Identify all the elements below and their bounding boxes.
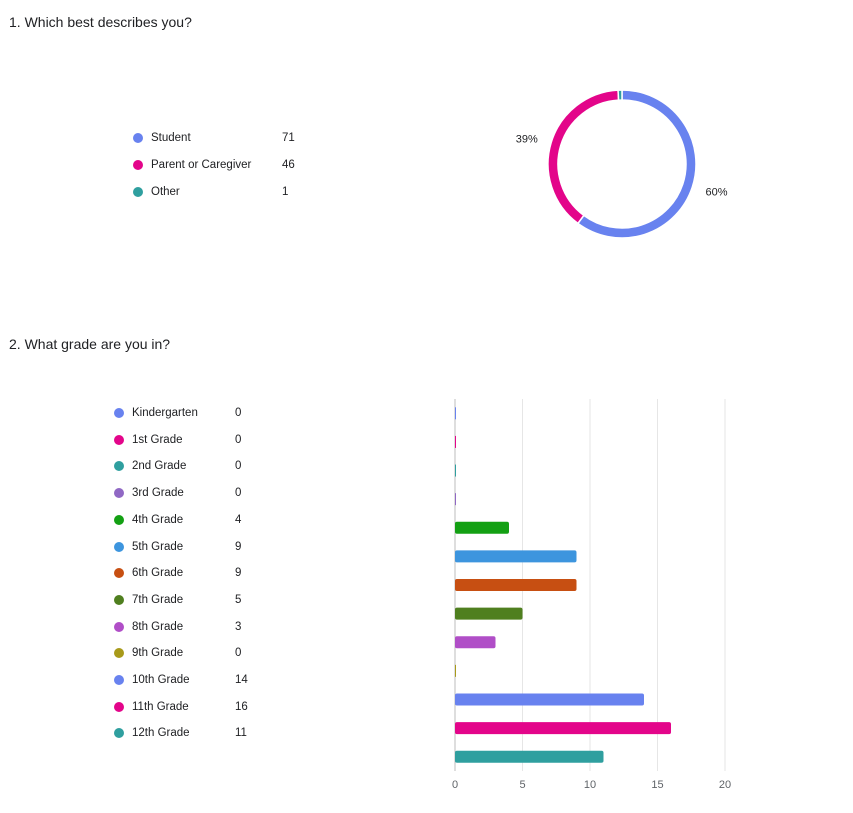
bar-7th-grade [455, 607, 523, 620]
x-tick-label: 0 [452, 779, 458, 791]
question-2-title: 2. What grade are you in? [9, 336, 171, 352]
legend-label: Kindergarten [132, 407, 198, 419]
legend-count: 1 [282, 186, 289, 198]
legend-label: Parent or Caregiver [151, 159, 252, 171]
legend-item-3rd-grade: 3rd Grade 0 [114, 485, 314, 501]
legend-label: 8th Grade [132, 620, 184, 633]
legend-item-8th-grade: 8th Grade 3 [114, 619, 314, 635]
bar-1st-grade [455, 435, 456, 448]
legend-item-1st-grade: 1st Grade 0 [114, 432, 314, 448]
donut-percent-label: 39% [516, 134, 538, 146]
legend-label: 6th Grade [132, 567, 184, 580]
legend-item-12th-grade: 12th Grade 11 [114, 725, 314, 741]
legend-item-11th-grade: 11th Grade 16 [114, 699, 314, 715]
legend-count: 9 [235, 567, 242, 580]
legend-count: 0 [235, 647, 242, 660]
legend-count: 0 [235, 460, 242, 473]
legend-count: 46 [282, 159, 295, 171]
legend-label: Other [151, 186, 180, 198]
donut-slice-other [617, 89, 623, 101]
legend-item-6th-grade: 6th Grade 9 [114, 565, 314, 581]
legend-count: 3 [235, 620, 242, 633]
legend-label: 2nd Grade [132, 460, 187, 473]
legend-label: 5th Grade [132, 540, 184, 553]
bar-9th-grade [455, 664, 456, 677]
legend-label: 7th Grade [132, 593, 184, 606]
legend-count: 5 [235, 593, 242, 606]
legend-label: 12th Grade [132, 727, 190, 740]
bar-2nd-grade [455, 464, 456, 477]
legend-dot-icon [114, 648, 124, 659]
legend-item-7th-grade: 7th Grade 5 [114, 592, 314, 608]
legend-label: 9th Grade [132, 647, 184, 660]
bar-3rd-grade [455, 493, 456, 506]
bar-6th-grade [455, 579, 577, 591]
legend-label: 1st Grade [132, 433, 183, 446]
legend-count: 0 [235, 433, 242, 446]
legend-dot-icon [114, 621, 124, 632]
legend-count: 16 [235, 700, 248, 713]
bar-5th-grade [455, 550, 577, 563]
legend-item-4th-grade: 4th Grade 4 [114, 512, 314, 528]
legend-dot-icon [114, 514, 124, 525]
legend-item-5th-grade: 5th Grade 9 [114, 539, 314, 555]
bar-10th-grade [455, 693, 644, 706]
legend-item-9th-grade: 9th Grade 0 [114, 645, 314, 661]
legend-dot-icon [114, 488, 124, 499]
legend-dot-icon [114, 728, 124, 739]
x-tick-label: 10 [584, 779, 596, 791]
legend-count: 4 [235, 513, 242, 526]
legend-dot-icon [114, 541, 124, 552]
bar-11th-grade [455, 722, 671, 735]
legend-label: 4th Grade [132, 513, 184, 526]
legend-dot-icon [114, 434, 124, 445]
legend-dot-icon [133, 133, 143, 143]
x-tick-label: 20 [719, 779, 731, 791]
bar-12th-grade [455, 750, 604, 763]
legend-label: 10th Grade [132, 674, 190, 686]
donut-percent-label: 60% [706, 187, 728, 199]
legend-label: 11th Grade [132, 700, 189, 713]
bar-8th-grade [455, 636, 496, 649]
legend-item-10th-grade: 10th Grade 14 [114, 672, 314, 688]
legend-item-other: Other 1 [133, 184, 333, 200]
legend-dot-icon [133, 187, 143, 197]
bar-4th-grade [455, 521, 509, 534]
legend-dot-icon [133, 160, 143, 170]
legend-dot-icon [114, 461, 124, 472]
question-1-title: 1. Which best describes you? [9, 14, 192, 30]
x-tick-label: 5 [519, 779, 525, 791]
legend-count: 9 [235, 540, 242, 553]
legend-count: 71 [282, 132, 295, 144]
legend-label: 3rd Grade [132, 487, 184, 500]
legend-count: 11 [235, 727, 247, 740]
legend-dot-icon [114, 701, 124, 712]
legend-label: Student [151, 132, 191, 144]
legend-item-2nd-grade: 2nd Grade 0 [114, 458, 314, 474]
x-tick-label: 15 [651, 779, 663, 791]
legend-dot-icon [114, 408, 124, 418]
legend-dot-icon [114, 568, 124, 579]
legend-count: 0 [235, 407, 242, 419]
legend-dot-icon [114, 594, 124, 605]
bar-kindergarten [455, 407, 456, 420]
legend-count: 0 [235, 487, 242, 500]
legend-count: 14 [235, 674, 248, 686]
legend-item-student: Student 71 [133, 130, 333, 146]
legend-item-kindergarten: Kindergarten 0 [114, 405, 314, 421]
legend-item-parent-or-caregiver: Parent or Caregiver 46 [133, 157, 333, 173]
legend-dot-icon [114, 675, 124, 685]
